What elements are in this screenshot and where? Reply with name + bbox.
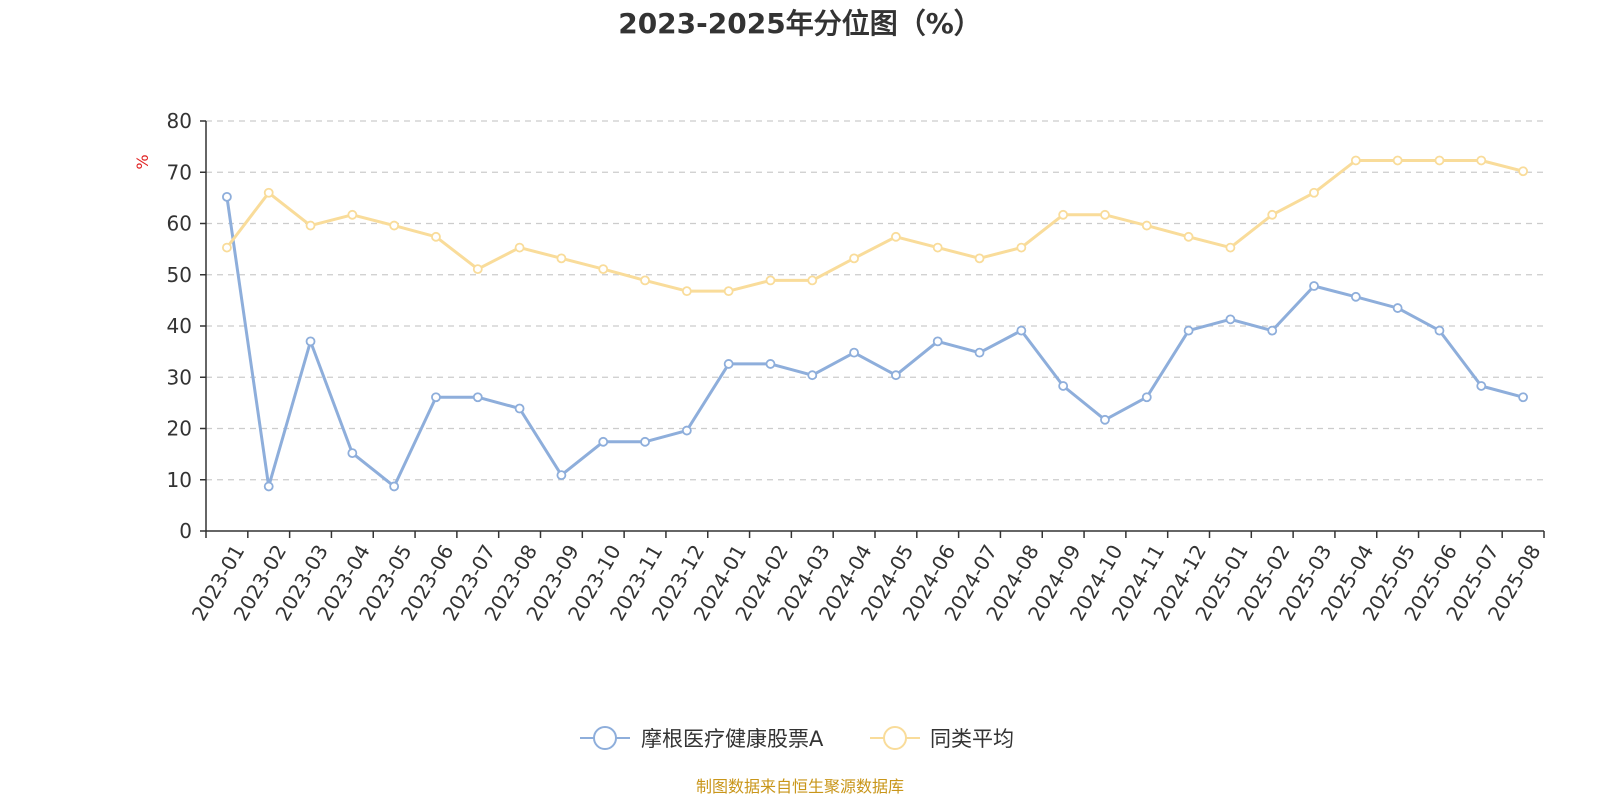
data-point[interactable] (640, 275, 650, 286)
data-point[interactable] (807, 275, 818, 286)
data-point[interactable] (640, 436, 650, 447)
legend[interactable]: 摩根医疗健康股票A 同类平均 (580, 726, 1014, 751)
chart-title: 2023-2025年分位图（%） (618, 7, 982, 40)
data-point[interactable] (932, 336, 943, 347)
data-point[interactable] (1100, 414, 1110, 425)
legend-item-1[interactable]: 摩根医疗健康股票A (580, 726, 824, 751)
data-point[interactable] (891, 370, 901, 381)
data-point[interactable] (1476, 155, 1487, 166)
data-point[interactable] (1434, 325, 1445, 336)
data-point[interactable] (1392, 303, 1403, 313)
data-point[interactable] (222, 242, 232, 253)
data-point[interactable] (974, 347, 985, 358)
data-point[interactable] (1225, 242, 1236, 253)
data-point[interactable] (891, 231, 901, 242)
data-point[interactable] (514, 403, 525, 414)
data-point[interactable] (1183, 325, 1194, 336)
data-point[interactable] (556, 470, 567, 481)
legend-label: 摩根医疗健康股票A (641, 727, 824, 751)
data-source-note: 制图数据来自恒生聚源数据库 (696, 777, 904, 796)
data-point[interactable] (389, 481, 400, 492)
data-point[interactable] (1309, 187, 1319, 198)
data-point[interactable] (305, 220, 316, 231)
series-lines (222, 155, 1528, 492)
data-point[interactable] (263, 481, 274, 492)
data-point[interactable] (1141, 392, 1152, 403)
data-point[interactable] (849, 347, 859, 358)
legend-item-2[interactable]: 同类平均 (870, 726, 1014, 751)
data-point[interactable] (1141, 220, 1152, 231)
data-point[interactable] (974, 253, 985, 264)
data-point[interactable] (1058, 381, 1069, 391)
y-axis-unit-label: % (133, 154, 152, 169)
data-point[interactable] (1267, 209, 1278, 220)
data-point[interactable] (1350, 291, 1361, 302)
data-point[interactable] (1016, 325, 1027, 336)
y-tick-label: 60 (167, 212, 192, 236)
data-point[interactable] (932, 242, 943, 253)
y-tick-label: 10 (167, 468, 192, 492)
data-point[interactable] (222, 191, 232, 202)
data-point[interactable] (598, 264, 609, 275)
data-point[interactable] (765, 359, 776, 369)
data-point[interactable] (1434, 155, 1445, 166)
data-point[interactable] (347, 448, 358, 459)
data-point[interactable] (431, 392, 441, 403)
data-point[interactable] (1100, 209, 1110, 220)
data-point[interactable] (347, 209, 358, 220)
y-tick-label: 80 (167, 109, 192, 133)
data-point[interactable] (472, 392, 483, 403)
data-point[interactable] (1518, 166, 1528, 177)
series-line (225, 159, 1524, 293)
data-point[interactable] (598, 436, 609, 447)
data-point[interactable] (849, 253, 859, 264)
data-point[interactable] (305, 336, 316, 347)
y-tick-label: 20 (167, 417, 192, 441)
data-point[interactable] (1392, 155, 1403, 166)
data-point[interactable] (723, 359, 734, 369)
data-point[interactable] (389, 220, 400, 231)
data-point[interactable] (472, 264, 483, 275)
data-point[interactable] (681, 286, 692, 297)
legend-marker-icon (883, 726, 907, 750)
series-line (225, 196, 1524, 488)
legend-marker-icon (593, 726, 617, 750)
data-point[interactable] (1183, 231, 1194, 242)
data-point[interactable] (807, 370, 818, 381)
data-point[interactable] (1225, 314, 1236, 325)
y-tick-label: 40 (167, 314, 192, 338)
data-point[interactable] (1267, 325, 1278, 336)
data-point[interactable] (1016, 242, 1027, 253)
data-point[interactable] (765, 275, 776, 286)
series-2 (222, 155, 1528, 297)
data-point[interactable] (514, 242, 525, 253)
y-tick-label: 50 (167, 263, 192, 287)
data-point[interactable] (263, 187, 274, 198)
data-point[interactable] (431, 231, 441, 242)
y-tick-label: 30 (167, 365, 192, 389)
series-1 (222, 191, 1528, 492)
data-point[interactable] (1518, 392, 1528, 403)
data-point[interactable] (1058, 209, 1069, 220)
legend-label: 同类平均 (930, 727, 1014, 751)
y-tick-label: 70 (167, 160, 192, 184)
data-point[interactable] (1350, 155, 1361, 166)
data-point[interactable] (556, 253, 567, 264)
data-point[interactable] (723, 286, 734, 297)
data-point[interactable] (1309, 281, 1319, 291)
y-tick-label: 0 (179, 519, 192, 543)
data-point[interactable] (681, 425, 692, 436)
data-point[interactable] (1476, 381, 1487, 391)
grid-lines (206, 120, 1544, 481)
axes: 010203040506070802023-012023-022023-0320… (167, 109, 1546, 625)
